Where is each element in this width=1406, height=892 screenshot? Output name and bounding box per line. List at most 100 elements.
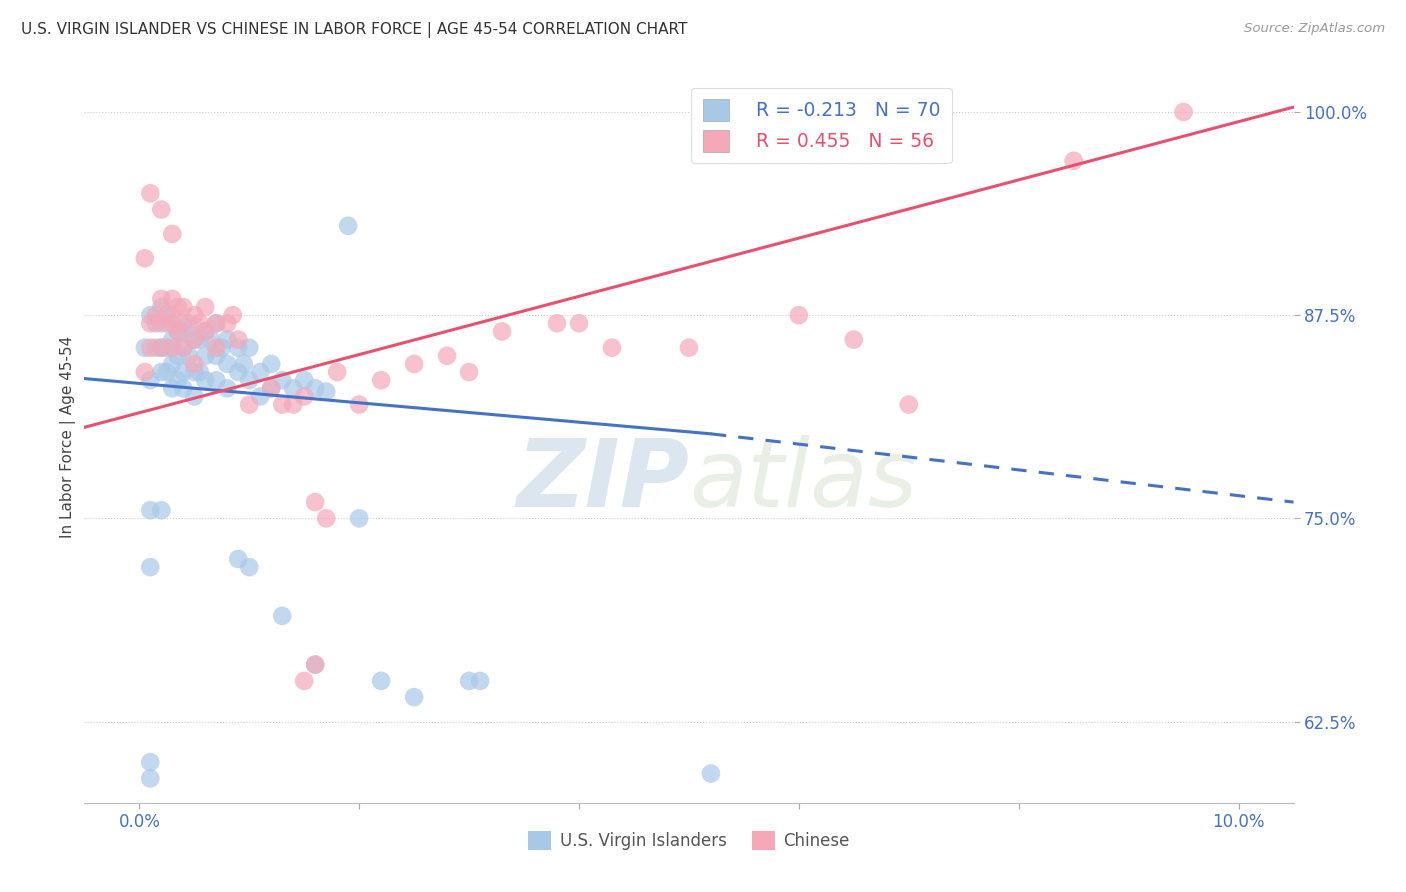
Point <box>162 316 184 330</box>
Point <box>226 365 249 379</box>
Point <box>304 657 326 672</box>
Point <box>292 673 315 688</box>
Point <box>217 381 239 395</box>
Point <box>139 560 162 574</box>
Point <box>156 341 179 355</box>
Point <box>134 365 156 379</box>
Point <box>370 673 392 688</box>
Point <box>156 316 179 330</box>
Point <box>260 357 283 371</box>
Text: atlas: atlas <box>689 435 917 526</box>
Point <box>194 325 217 339</box>
Point <box>205 316 228 330</box>
Point <box>183 308 205 322</box>
Point <box>458 365 481 379</box>
Point <box>436 349 458 363</box>
Point <box>166 300 188 314</box>
Point <box>678 341 700 355</box>
Point <box>326 365 349 379</box>
Point <box>205 341 228 355</box>
Point <box>162 357 184 371</box>
Point <box>222 308 245 322</box>
Point <box>183 365 205 379</box>
Point <box>139 755 162 769</box>
Point <box>238 373 260 387</box>
Point <box>315 511 337 525</box>
Point <box>150 300 173 314</box>
Point <box>600 341 623 355</box>
Point <box>194 373 217 387</box>
Point <box>217 333 239 347</box>
Point <box>166 373 188 387</box>
Point <box>166 325 188 339</box>
Point <box>787 308 810 322</box>
Point <box>194 349 217 363</box>
Point <box>139 373 162 387</box>
Point <box>172 365 194 379</box>
Point <box>217 316 239 330</box>
Point <box>194 300 217 314</box>
Point <box>404 690 426 705</box>
Point <box>700 766 723 780</box>
Point <box>188 365 211 379</box>
Point <box>226 552 249 566</box>
Point <box>249 389 271 403</box>
Point <box>292 373 315 387</box>
Point <box>183 333 205 347</box>
Point <box>897 398 920 412</box>
Point <box>188 316 211 330</box>
Point <box>283 381 305 395</box>
Point <box>177 349 200 363</box>
Point <box>156 365 179 379</box>
Point <box>260 381 283 395</box>
Point <box>150 341 173 355</box>
Point <box>162 333 184 347</box>
Point <box>177 316 200 330</box>
Point <box>200 333 222 347</box>
Point <box>134 252 156 266</box>
Point <box>139 186 162 201</box>
Point <box>172 341 194 355</box>
Point <box>150 316 173 330</box>
Point <box>139 772 162 786</box>
Point <box>260 381 283 395</box>
Point <box>139 316 162 330</box>
Point <box>139 341 162 355</box>
Point <box>162 341 184 355</box>
Point <box>304 657 326 672</box>
Point <box>205 316 228 330</box>
Point <box>304 495 326 509</box>
Point <box>205 349 228 363</box>
Point <box>568 316 591 330</box>
Point <box>139 503 162 517</box>
Point <box>150 292 173 306</box>
Point <box>172 341 194 355</box>
Text: U.S. VIRGIN ISLANDER VS CHINESE IN LABOR FORCE | AGE 45-54 CORRELATION CHART: U.S. VIRGIN ISLANDER VS CHINESE IN LABOR… <box>21 22 688 38</box>
Legend: U.S. Virgin Islanders, Chinese: U.S. Virgin Islanders, Chinese <box>522 824 856 856</box>
Point <box>150 503 173 517</box>
Point <box>150 365 173 379</box>
Point <box>194 325 217 339</box>
Point <box>145 341 167 355</box>
Point <box>238 341 260 355</box>
Point <box>172 381 194 395</box>
Point <box>1063 153 1085 168</box>
Point <box>156 308 179 322</box>
Point <box>226 333 249 347</box>
Point <box>304 381 326 395</box>
Point <box>145 308 167 322</box>
Point <box>166 325 188 339</box>
Point <box>491 325 513 339</box>
Point <box>183 389 205 403</box>
Point <box>1173 105 1195 120</box>
Point <box>271 608 294 623</box>
Point <box>347 511 370 525</box>
Point <box>546 316 568 330</box>
Point <box>162 227 184 241</box>
Point <box>370 373 392 387</box>
Point <box>150 341 173 355</box>
Point <box>271 398 294 412</box>
Point <box>162 308 184 322</box>
Point <box>134 341 156 355</box>
Point <box>162 292 184 306</box>
